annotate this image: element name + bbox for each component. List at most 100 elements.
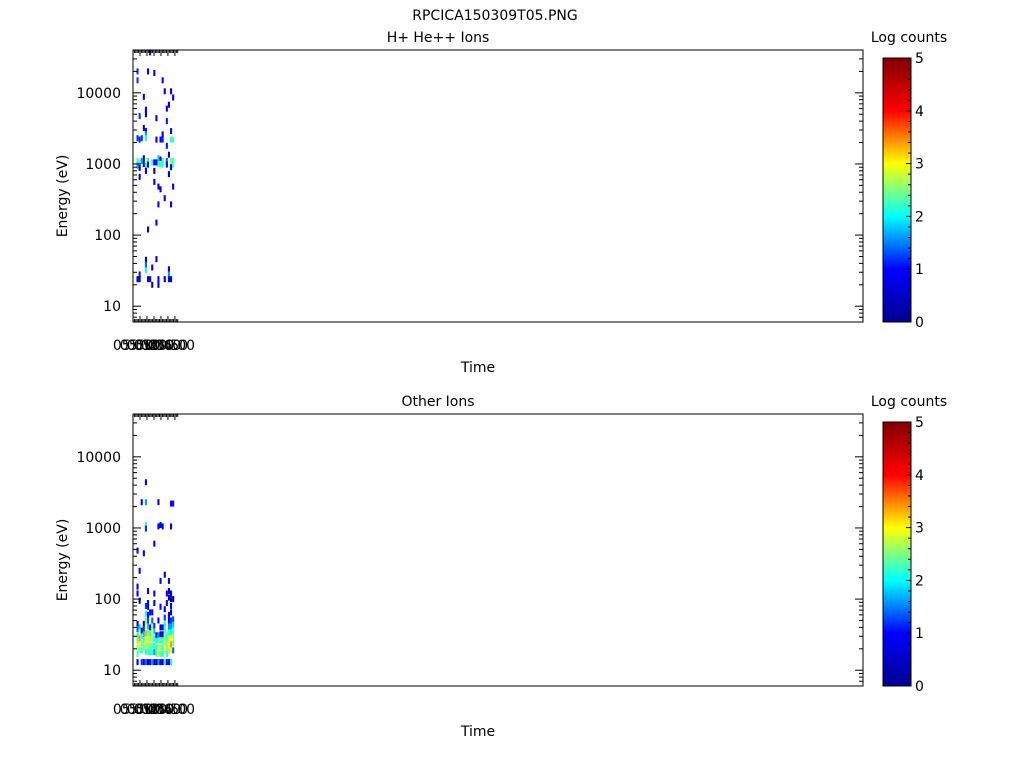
heatmap-cell (151, 264, 154, 271)
heatmap-cell (144, 163, 147, 170)
colorbar-tick-label: 0 (915, 315, 924, 331)
heatmap-cell (142, 631, 145, 638)
heatmap-cell (157, 276, 160, 283)
heatmap-cell (136, 547, 139, 554)
heatmap-cell (140, 640, 143, 647)
heatmap-cell (167, 635, 170, 642)
heatmap-cell (170, 88, 173, 95)
heatmap-cell (149, 642, 152, 649)
heatmap-cell (138, 629, 141, 636)
heatmap-cell (138, 271, 141, 278)
heatmap-cell (138, 276, 141, 283)
heatmap-cell (170, 158, 173, 164)
heatmap-cell (149, 636, 152, 643)
heatmap-cell (167, 101, 170, 108)
y-tick-label: 10 (103, 299, 121, 315)
colorbar-label: Log counts (871, 30, 947, 46)
heatmap-cell (149, 276, 152, 283)
x-tick-label: 05:40 (141, 338, 181, 354)
heatmap-cell (136, 637, 139, 644)
heatmap-cell (136, 659, 139, 666)
heatmap-cell (147, 659, 150, 666)
heatmap-cell (167, 647, 170, 654)
heatmap-cell (157, 644, 160, 651)
heatmap-cell (163, 606, 166, 613)
heatmap-cell (163, 571, 166, 578)
colorbar-tick-label: 4 (915, 468, 924, 484)
heatmap-cell (167, 271, 170, 278)
heatmap-cell (157, 281, 160, 288)
heatmap-cell (157, 617, 160, 624)
heatmap-cell (149, 659, 152, 666)
heatmap-cell (161, 659, 164, 666)
heatmap-cell (142, 161, 145, 167)
heatmap-cell (159, 603, 162, 610)
heatmap-cell (147, 276, 150, 283)
x-tick-label: 05:20 (127, 338, 167, 354)
heatmap-cell (144, 135, 147, 142)
heatmap-cell (144, 525, 147, 532)
heatmap-cell (144, 267, 147, 274)
heatmap-cell (161, 523, 164, 530)
heatmap-cell (142, 155, 145, 162)
heatmap-cell (157, 499, 160, 506)
panel-title: H+ He++ Ions (387, 30, 490, 46)
heatmap-cell (159, 637, 162, 644)
heatmap-cell (153, 642, 156, 649)
heatmap-cell (144, 630, 147, 637)
heatmap-cell (136, 626, 139, 632)
heatmap-cell (159, 659, 162, 666)
heatmap-cell (147, 642, 150, 649)
heatmap-cell (159, 624, 162, 631)
heatmap-cell (147, 649, 150, 656)
heatmap-cell (157, 650, 160, 657)
plot-frame (132, 413, 864, 687)
colorbar-tick-label: 3 (915, 521, 924, 537)
heatmap-cell (165, 600, 168, 606)
heatmap-cell (159, 161, 162, 167)
heatmap-cell (165, 632, 168, 639)
colorbar-tick-label: 1 (915, 262, 924, 278)
panel-h-he-ions: H+ He++ Ions 05:0005:1005:2005:3005:4005:… (55, 30, 947, 376)
heatmap-cell (167, 266, 170, 273)
heatmap-cell (147, 588, 150, 594)
heatmap-cell (172, 183, 175, 190)
figure-title: RPCICA150309T05.PNG (412, 8, 577, 24)
heatmap-cell (144, 262, 147, 268)
heatmap-cell (167, 171, 170, 178)
y-tick-label: 100 (94, 228, 121, 244)
x-axis-label: Time (460, 724, 495, 740)
heatmap-cell (165, 158, 168, 164)
heatmap-cell (163, 276, 166, 283)
heatmap-cell (140, 499, 143, 506)
heatmap-cell (170, 647, 173, 654)
heatmap-cell (155, 115, 158, 122)
heatmap-cell (161, 631, 164, 638)
heatmap-cell (144, 128, 147, 135)
x-tick-label: 05:50 (148, 702, 188, 718)
heatmap-cell (172, 161, 175, 168)
heatmap-cell (157, 183, 160, 190)
heatmap-cell (147, 630, 150, 637)
colorbar-tick-label: 2 (915, 209, 924, 225)
heatmap-cell (163, 621, 166, 628)
heatmap-cell (155, 644, 158, 651)
heatmap-cell (165, 118, 168, 125)
heatmap-cell (172, 596, 175, 603)
heatmap-cell (136, 650, 139, 657)
heatmap-cell (138, 635, 141, 642)
heatmap-cell (147, 68, 150, 75)
heatmap-cell (161, 644, 164, 651)
heatmap-cell (172, 136, 175, 143)
heatmap-cell (163, 195, 166, 202)
heatmap-cell (153, 600, 156, 606)
heatmap-cell (165, 590, 168, 597)
heatmap-cell (153, 628, 156, 635)
heatmap-cell (138, 159, 141, 166)
heatmap-cell (153, 649, 156, 656)
heatmap-cell (167, 629, 170, 636)
heatmap-cell (155, 637, 158, 644)
y-axis-label: Energy (eV) (55, 155, 71, 238)
heatmap-cell (167, 641, 170, 648)
x-tick-label: 05:10 (120, 338, 160, 354)
